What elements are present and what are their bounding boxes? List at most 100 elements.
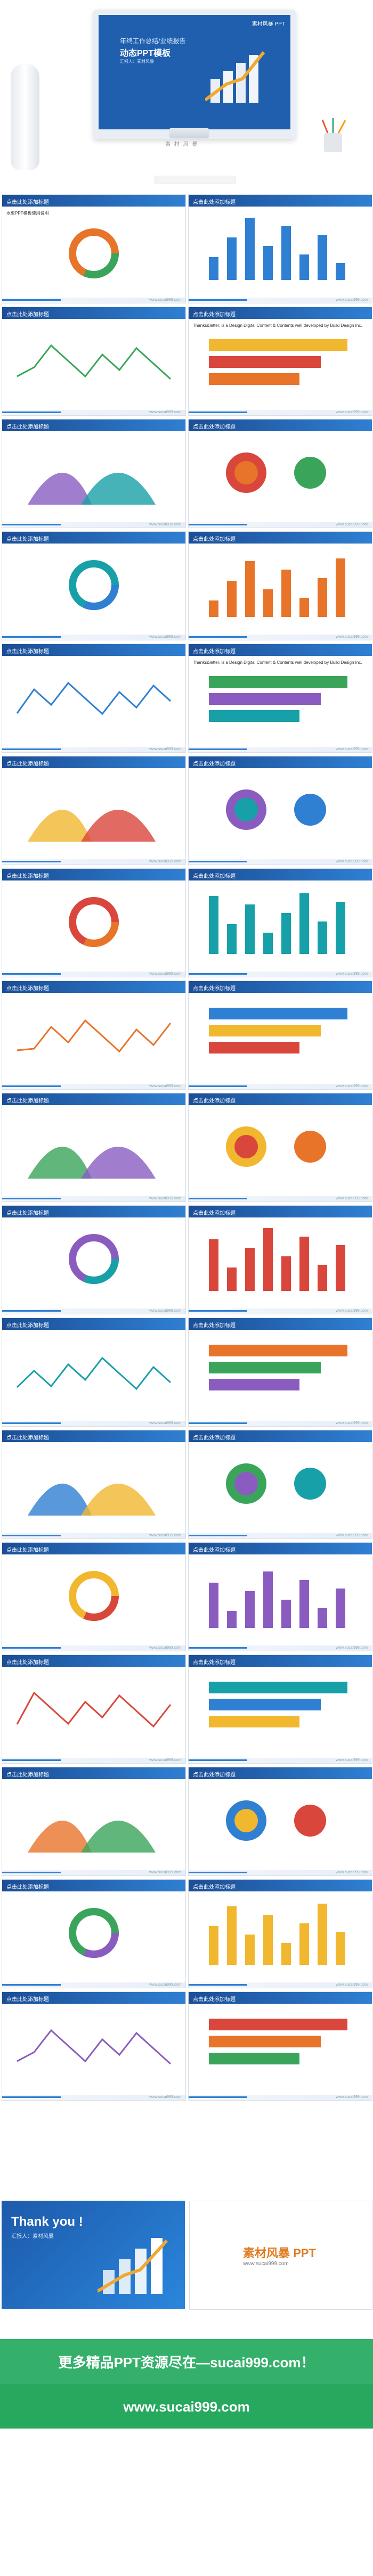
slide-card: 点击此处添加标题 www.sucai999.com bbox=[188, 756, 372, 865]
slide-body bbox=[193, 772, 368, 856]
slide-footer: www.sucai999.com bbox=[2, 1645, 185, 1651]
slide-header-text: 点击此处添加标题 bbox=[193, 1435, 236, 1441]
slide-graphic bbox=[17, 2029, 172, 2065]
promo-banner: 更多精品PPT资源尽在—sucai999.com！ bbox=[0, 2339, 373, 2384]
slide-header-text: 点击此处添加标题 bbox=[193, 537, 236, 542]
slide-card: 点击此处添加标题 www.sucai999.com bbox=[2, 1093, 186, 1202]
slide-body bbox=[6, 1559, 181, 1642]
slide-footer-url: www.sucai999.com bbox=[149, 1758, 181, 1762]
slide-header: 点击此处添加标题 bbox=[2, 756, 185, 768]
slide-footer-url: www.sucai999.com bbox=[336, 860, 368, 863]
slide-footer: www.sucai999.com bbox=[189, 1196, 372, 1201]
slide-card: 点击此处添加标题 www.sucai999.com bbox=[188, 1205, 372, 1314]
slide-card: 点击此处添加标题 www.sucai999.com bbox=[2, 531, 186, 640]
slide-footer-url: www.sucai999.com bbox=[149, 1871, 181, 1874]
slide-graphic bbox=[209, 1345, 347, 1390]
slide-body bbox=[193, 1896, 368, 1979]
slide-body: Thanks&letter, is a Design Digital Conte… bbox=[193, 323, 368, 407]
slide-header: 点击此处添加标题 bbox=[2, 981, 185, 993]
slide-body bbox=[193, 548, 368, 631]
slide-body bbox=[6, 1446, 181, 1530]
slide-footer: www.sucai999.com bbox=[189, 522, 372, 528]
pencil-cup-icon bbox=[321, 118, 346, 152]
slide-graphic bbox=[226, 1463, 326, 1504]
slide-footer-url: www.sucai999.com bbox=[149, 1309, 181, 1313]
slide-footer: www.sucai999.com bbox=[189, 2095, 372, 2100]
slide-footer: www.sucai999.com bbox=[189, 298, 372, 303]
brand-url: www.sucai999.com bbox=[243, 2261, 289, 2267]
slide-graphic bbox=[209, 1904, 345, 1965]
slide-footer: www.sucai999.com bbox=[189, 1758, 372, 1763]
slide-header-text: 点击此处添加标题 bbox=[6, 1997, 49, 2003]
slide-header: 点击此处添加标题 bbox=[2, 1767, 185, 1779]
slide-footer-url: www.sucai999.com bbox=[336, 1758, 368, 1762]
slide-header-text: 点击此处添加标题 bbox=[193, 1772, 236, 1778]
slide-card: 点击此处添加标题 www.sucai999.com bbox=[2, 1542, 186, 1651]
brand-logo: 素材风暴 PPT bbox=[252, 21, 285, 27]
slide-body bbox=[6, 1783, 181, 1867]
slide-footer-url: www.sucai999.com bbox=[336, 523, 368, 526]
slide-header-text: 点击此处添加标题 bbox=[193, 1323, 236, 1329]
slide-footer-url: www.sucai999.com bbox=[336, 1197, 368, 1200]
slide-graphic bbox=[209, 1571, 345, 1628]
slide-footer-url: www.sucai999.com bbox=[149, 972, 181, 976]
slide-footer: www.sucai999.com bbox=[189, 747, 372, 752]
hero-subtitle: 汇报人：素材风暴 bbox=[120, 59, 154, 64]
slide-graphic bbox=[209, 218, 345, 280]
monitor-screen: 素材风暴 PPT 年终工作总结/业绩报告 动态PPT模板 汇报人：素材风暴 bbox=[93, 10, 296, 139]
slide-header: 点击此处添加标题 bbox=[189, 1880, 372, 1891]
slide-body bbox=[193, 1334, 368, 1418]
slide-header-text: 点击此处添加标题 bbox=[193, 874, 236, 879]
slide-header: 点击此处添加标题 bbox=[2, 1206, 185, 1217]
slide-footer-url: www.sucai999.com bbox=[336, 1646, 368, 1650]
slide-header-text: 点击此处添加标题 bbox=[193, 649, 236, 655]
slide-header-text: 点击此处添加标题 bbox=[6, 1884, 49, 1890]
slide-body bbox=[6, 1671, 181, 1755]
slide-header-text: 点击此处添加标题 bbox=[193, 1211, 236, 1216]
slide-footer: www.sucai999.com bbox=[189, 1645, 372, 1651]
slide-graphic bbox=[209, 2019, 347, 2064]
slide-body bbox=[193, 885, 368, 968]
slide-card: 点击此处添加标题 www.sucai999.com bbox=[2, 1318, 186, 1427]
slide-body bbox=[193, 1109, 368, 1193]
slide-header: 点击此处添加标题 bbox=[189, 1992, 372, 2004]
promo-url-banner[interactable]: www.sucai999.com bbox=[0, 2384, 373, 2429]
slide-graphic bbox=[69, 1234, 119, 1284]
slide-graphic bbox=[226, 452, 326, 493]
slide-footer: www.sucai999.com bbox=[2, 1421, 185, 1426]
slide-header-text: 点击此处添加标题 bbox=[193, 1997, 236, 2003]
slide-body: Thanks&letter, is a Design Digital Conte… bbox=[193, 660, 368, 744]
slide-graphic bbox=[16, 1356, 172, 1390]
slide-footer-url: www.sucai999.com bbox=[149, 410, 181, 414]
slide-card: 点击此处添加标题 www.sucai999.com bbox=[2, 1430, 186, 1539]
slide-header-text: 点击此处添加标题 bbox=[6, 424, 49, 430]
slide-footer: www.sucai999.com bbox=[189, 859, 372, 865]
slide-card: 点击此处添加标题 www.sucai999.com bbox=[2, 1991, 186, 2101]
slide-header-text: 点击此处添加标题 bbox=[6, 761, 49, 767]
slide-footer: www.sucai999.com bbox=[189, 1870, 372, 1875]
slide-card: 点击此处添加标题 www.sucai999.com bbox=[2, 419, 186, 528]
slide-header-text: 点击此处添加标题 bbox=[193, 200, 236, 205]
slide-header: 点击此处添加标题 bbox=[2, 195, 185, 207]
slide-body bbox=[6, 1334, 181, 1418]
slide-footer: www.sucai999.com bbox=[189, 1308, 372, 1314]
slide-footer-url: www.sucai999.com bbox=[336, 1871, 368, 1874]
slide-header: 点击此处添加标题 bbox=[189, 981, 372, 993]
slide-graphic bbox=[226, 789, 326, 830]
slide-header-text: 点击此处添加标题 bbox=[6, 1098, 49, 1104]
promo-url[interactable]: www.sucai999.com bbox=[123, 2399, 250, 2415]
brand-slide: 素材风暴 PPT www.sucai999.com bbox=[189, 2201, 372, 2310]
slide-footer: www.sucai999.com bbox=[2, 859, 185, 865]
slide-body bbox=[193, 435, 368, 519]
slide-footer-url: www.sucai999.com bbox=[149, 1084, 181, 1088]
slide-graphic bbox=[69, 897, 119, 947]
slide-graphic bbox=[209, 1228, 345, 1291]
slide-body bbox=[193, 1222, 368, 1305]
slide-card: 点击此处添加标题 www.sucai999.com bbox=[188, 1655, 372, 1764]
slide-body: 水型PPT模板使用说明 bbox=[6, 211, 181, 294]
slide-body bbox=[193, 1671, 368, 1755]
slide-header-text: 点击此处添加标题 bbox=[6, 1548, 49, 1553]
slide-header-text: 点击此处添加标题 bbox=[193, 1884, 236, 1890]
slide-header-text: 点击此处添加标题 bbox=[6, 1772, 49, 1778]
slide-body bbox=[193, 2008, 368, 2092]
